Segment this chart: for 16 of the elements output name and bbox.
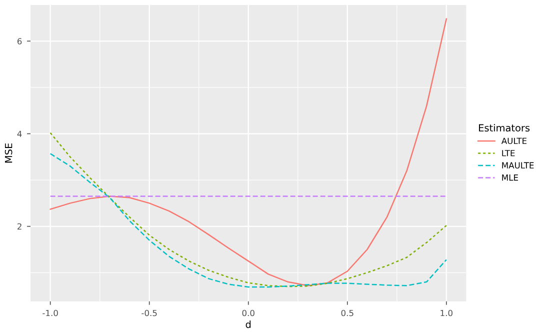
legend-label: AULTE — [501, 138, 527, 144]
y-tick-label: 4 — [17, 130, 22, 137]
x-tick-label: -1.0 — [42, 310, 58, 316]
legend-label: LTE — [502, 150, 515, 156]
y-axis-title: MSE — [4, 143, 12, 163]
legend-title: Estimators — [479, 124, 530, 132]
line-series — [50, 18, 448, 286]
x-tick-label: 0.0 — [242, 310, 254, 316]
legend-label: MLE — [502, 174, 518, 181]
x-tick-label: 0.5 — [341, 310, 354, 316]
x-axis-title: d — [246, 320, 251, 328]
y-tick-label: 6 — [17, 38, 22, 44]
x-tick-label: 1.0 — [440, 310, 452, 316]
y-tick-label: 2 — [18, 223, 22, 230]
legend-label: MAULTE — [502, 162, 534, 168]
x-tick-label: -0.5 — [142, 310, 157, 316]
